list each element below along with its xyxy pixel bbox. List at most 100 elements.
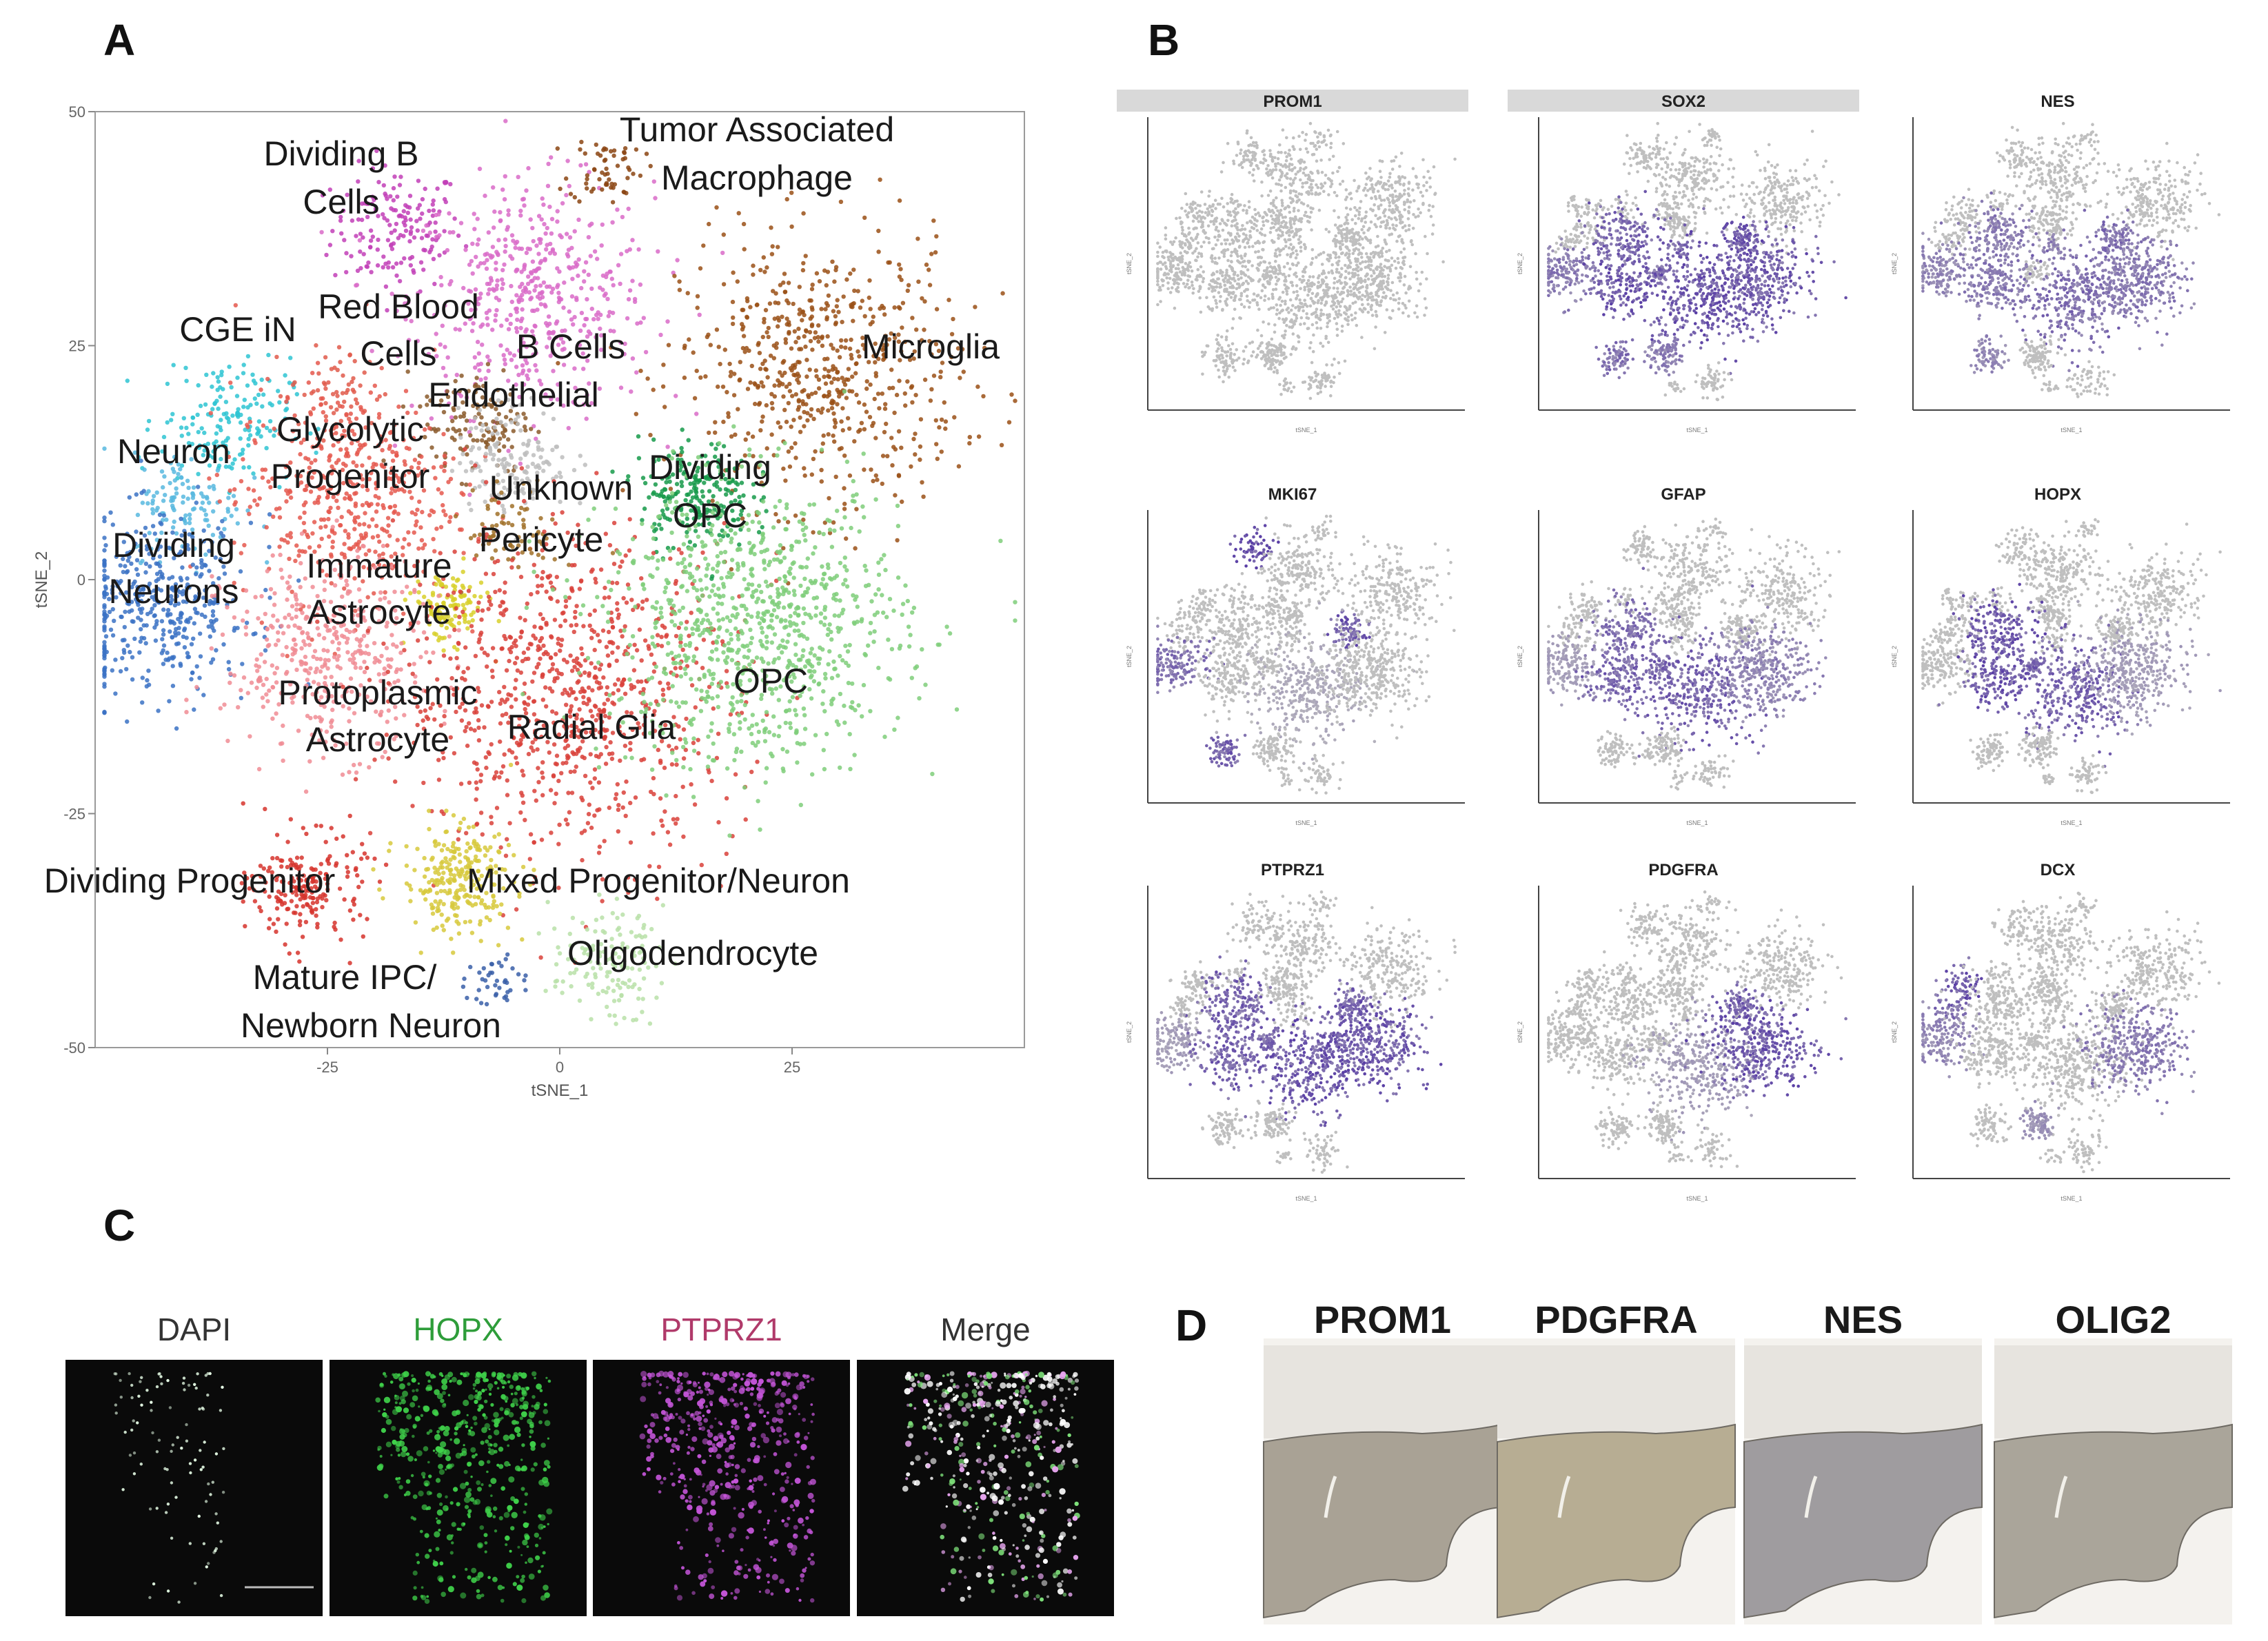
- point: [893, 493, 897, 497]
- point: [538, 296, 542, 300]
- point: [916, 280, 920, 284]
- point: [492, 210, 496, 214]
- point: [638, 174, 642, 178]
- point: [580, 311, 584, 315]
- point: [839, 345, 843, 349]
- point: [810, 323, 814, 327]
- point: [540, 636, 544, 640]
- point: [607, 806, 611, 810]
- point: [443, 180, 447, 184]
- point: [503, 362, 507, 366]
- point: [932, 374, 936, 378]
- point: [681, 835, 685, 839]
- point: [854, 393, 858, 397]
- point: [347, 509, 351, 513]
- point: [434, 527, 438, 531]
- point: [276, 638, 280, 642]
- point: [587, 671, 591, 675]
- point: [567, 309, 571, 314]
- point: [910, 316, 914, 320]
- point: [185, 479, 190, 483]
- point: [633, 297, 637, 301]
- point: [473, 365, 477, 369]
- point: [725, 669, 729, 673]
- point: [168, 629, 172, 633]
- point: [381, 254, 385, 258]
- point: [387, 533, 392, 538]
- point: [753, 402, 757, 406]
- point: [829, 380, 833, 385]
- point: [748, 380, 752, 385]
- point: [822, 375, 826, 379]
- point: [383, 192, 387, 196]
- point: [165, 420, 170, 425]
- point: [518, 428, 523, 432]
- point: [889, 436, 893, 440]
- point: [558, 187, 562, 191]
- point: [452, 597, 456, 601]
- point: [876, 249, 880, 254]
- point: [486, 607, 490, 611]
- point: [443, 635, 447, 640]
- point: [354, 771, 358, 775]
- point: [518, 213, 523, 217]
- point: [564, 193, 568, 197]
- point: [480, 646, 484, 651]
- point: [600, 187, 604, 192]
- point: [565, 232, 569, 236]
- point: [415, 508, 419, 512]
- point: [306, 535, 310, 539]
- point: [760, 380, 764, 385]
- point: [723, 347, 727, 351]
- point: [551, 369, 555, 373]
- point: [239, 569, 243, 573]
- point: [354, 502, 358, 506]
- point: [610, 651, 614, 655]
- point: [765, 403, 769, 407]
- point: [235, 394, 239, 398]
- point: [587, 802, 591, 806]
- point: [478, 595, 483, 599]
- point: [814, 368, 818, 372]
- point: [437, 777, 441, 782]
- point: [318, 657, 323, 661]
- point: [362, 660, 366, 664]
- point: [592, 813, 596, 817]
- point: [660, 489, 665, 493]
- point: [762, 269, 767, 274]
- point: [811, 283, 815, 287]
- point: [500, 431, 505, 435]
- point: [416, 179, 421, 183]
- point: [362, 634, 366, 638]
- point: [698, 313, 702, 317]
- point: [741, 308, 745, 312]
- point: [862, 216, 867, 220]
- point: [595, 256, 599, 261]
- point: [460, 491, 464, 495]
- point: [219, 706, 223, 711]
- point: [303, 655, 307, 659]
- point: [188, 517, 192, 521]
- point: [830, 260, 834, 264]
- point: [562, 658, 566, 662]
- point: [452, 645, 456, 649]
- point: [381, 642, 385, 646]
- point: [245, 405, 250, 409]
- point: [722, 232, 726, 236]
- point: [358, 666, 363, 670]
- point: [576, 218, 580, 222]
- point: [195, 664, 199, 669]
- point: [227, 681, 232, 685]
- point: [476, 767, 480, 771]
- point: [199, 404, 203, 408]
- point: [263, 649, 267, 653]
- point: [102, 649, 106, 653]
- point: [265, 560, 269, 564]
- point: [290, 604, 294, 608]
- point: [620, 215, 625, 219]
- point: [556, 599, 560, 603]
- point: [517, 247, 521, 251]
- point: [651, 387, 656, 391]
- point: [858, 305, 862, 309]
- point: [102, 562, 106, 567]
